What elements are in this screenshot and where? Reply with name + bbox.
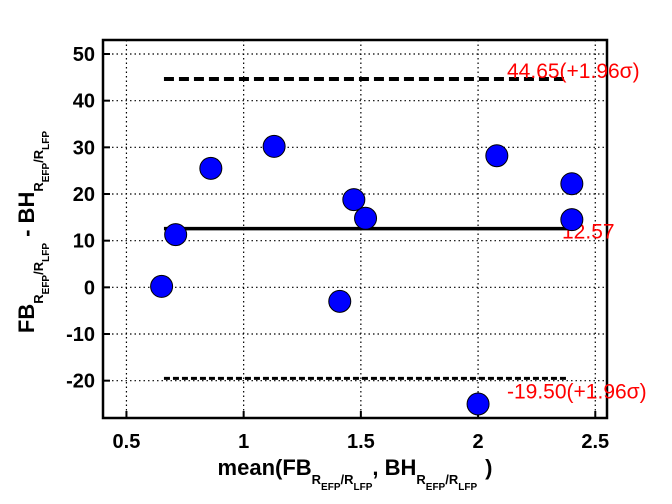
y-tick-label: 0 bbox=[84, 277, 95, 299]
data-point bbox=[329, 290, 351, 312]
y-tick-label: 50 bbox=[73, 44, 95, 66]
y-tick-label: -20 bbox=[66, 371, 95, 393]
data-point bbox=[355, 207, 377, 229]
y-tick-label: 40 bbox=[73, 91, 95, 113]
x-tick-label: 2.5 bbox=[581, 431, 609, 453]
y-axis-label: FBREFP/RLFP - BHREFP/RLFP bbox=[14, 131, 52, 333]
x-axis-label: mean(FBREFP/RLFP, BHREFP/RLFP) bbox=[218, 455, 493, 493]
data-point bbox=[561, 209, 583, 231]
reference-line-label: -19.50(+1.96σ) bbox=[507, 380, 647, 403]
x-tick-label: 0.5 bbox=[113, 431, 141, 453]
y-tick-label: 30 bbox=[73, 137, 95, 159]
data-point bbox=[486, 145, 508, 167]
reference-line-label: 44.65(+1.96σ) bbox=[507, 60, 640, 83]
data-point bbox=[200, 157, 222, 179]
data-point bbox=[263, 135, 285, 157]
data-points bbox=[151, 135, 583, 415]
y-tick-label: 20 bbox=[73, 184, 95, 206]
y-tick-label: 10 bbox=[73, 231, 95, 253]
data-point bbox=[165, 224, 187, 246]
x-tick-label: 1 bbox=[238, 431, 249, 453]
y-tick-label: -10 bbox=[66, 324, 95, 346]
data-point bbox=[467, 393, 489, 415]
data-point bbox=[151, 275, 173, 297]
data-point bbox=[343, 189, 365, 211]
x-tick-label: 1.5 bbox=[347, 431, 375, 453]
reference-lines: 44.65(+1.96σ)12.57-19.50(+1.96σ) bbox=[164, 60, 647, 403]
x-tick-label: 2 bbox=[473, 431, 484, 453]
data-point bbox=[561, 173, 583, 195]
